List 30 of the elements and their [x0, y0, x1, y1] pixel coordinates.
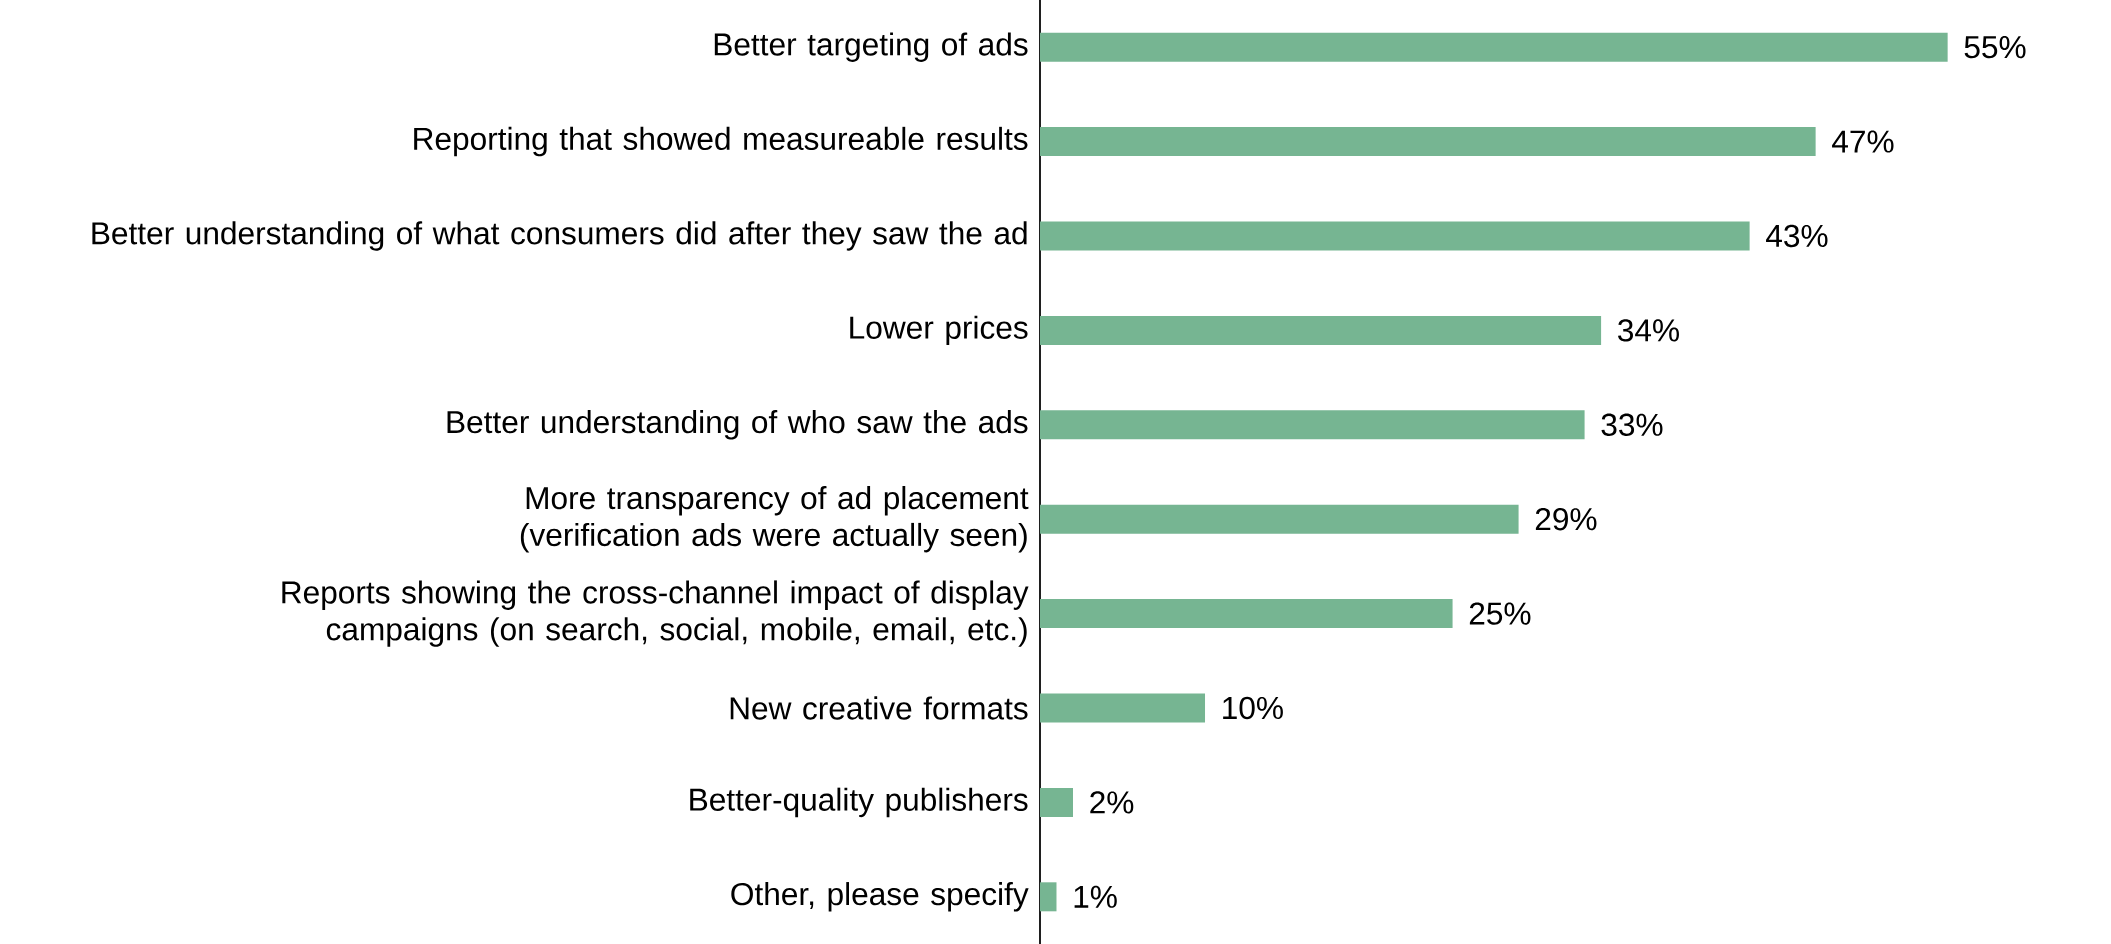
bar — [1040, 410, 1585, 440]
y-tick-label: Better understanding of what consumers did after they saw the ad — [92, 221, 1027, 251]
y-tick-label: Better-quality publishers — [690, 787, 1028, 818]
data-label: 25% — [1469, 602, 1531, 625]
y-tick-label: Other, please specify — [731, 882, 1029, 912]
data-label: 55% — [1964, 36, 2026, 59]
y-tick-label: Reports showing the cross-channel impact of display campaigns (on search, social, mobile, email, etc.) — [282, 580, 1029, 647]
bar — [1040, 787, 1073, 817]
bar — [1040, 882, 1057, 912]
data-label: 10% — [1223, 696, 1283, 720]
bar — [1040, 315, 1602, 345]
bar — [1040, 221, 1750, 251]
data-label: 47% — [1832, 130, 1894, 153]
y-tick-label: Reporting that showed measureable results — [414, 126, 1028, 157]
data-label: 1% — [1074, 885, 1117, 908]
data-label: 33% — [1601, 413, 1663, 437]
bar — [1040, 32, 1948, 62]
data-label: 29% — [1535, 507, 1597, 531]
bar — [1040, 599, 1453, 629]
data-label: 2% — [1090, 791, 1134, 814]
data-label: 43% — [1766, 224, 1828, 248]
y-tick-label: More transparency of ad placement (verification ads were actually seen) — [520, 485, 1029, 553]
bar — [1040, 504, 1519, 534]
y-tick-label: Better understanding of who saw the ads — [447, 410, 1028, 440]
bar — [1040, 693, 1206, 723]
y-tick-label: New creative formats — [730, 696, 1028, 720]
y-tick-label: Better targeting of ads — [714, 32, 1028, 62]
bar — [1040, 127, 1816, 157]
data-label: 34% — [1618, 319, 1679, 342]
y-tick-label: Lower prices — [850, 315, 1028, 346]
